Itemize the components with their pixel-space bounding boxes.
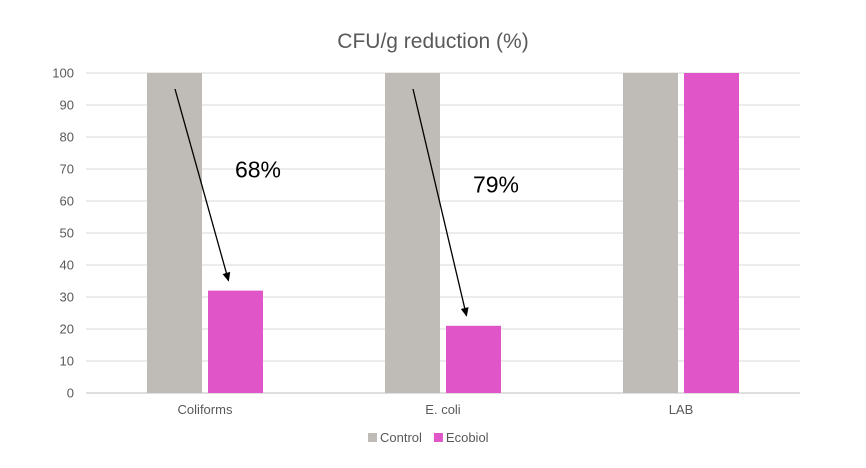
y-tick-label: 0 [67, 386, 74, 401]
bar-ecobiol-lab [684, 73, 739, 393]
y-axis-ticks: 0 10 20 30 40 50 60 70 80 90 100 [52, 66, 74, 401]
gridlines [86, 72, 800, 394]
annotation-label: 68% [235, 156, 281, 182]
y-tick-label: 50 [60, 226, 74, 241]
annotation-label: 79% [473, 171, 519, 197]
y-tick-label: 10 [60, 354, 74, 369]
annotation-arrow [412, 88, 469, 317]
y-tick-label: 100 [52, 66, 74, 81]
bar-control-e-coli [385, 73, 440, 393]
y-tick-label: 90 [60, 98, 74, 113]
bar-control-lab [623, 73, 678, 393]
x-axis-ticks: Coliforms E. coli LAB [178, 402, 694, 417]
legend-swatch-ecobiol [433, 433, 443, 442]
y-tick-label: 70 [60, 162, 74, 177]
y-tick-label: 60 [60, 194, 74, 209]
chart-title: CFU/g reduction (%) [337, 30, 528, 53]
x-tick-label: Coliforms [178, 402, 233, 417]
y-tick-label: 20 [60, 322, 74, 337]
y-tick-label: 30 [60, 290, 74, 305]
annotation-arrow [174, 88, 231, 282]
bars [147, 73, 739, 393]
legend: Control Ecobiol [368, 430, 489, 445]
legend-label-ecobiol: Ecobiol [446, 430, 489, 445]
x-tick-label: E. coli [425, 402, 461, 417]
legend-swatch-control [368, 433, 377, 442]
annotations: 68% 79% [174, 88, 519, 317]
bar-control-coliforms [147, 73, 202, 393]
bar-ecobiol-coliforms [208, 290, 263, 393]
bar-ecobiol-e-coli [446, 325, 501, 393]
x-tick-label: LAB [669, 402, 694, 417]
legend-label-control: Control [380, 430, 422, 445]
y-tick-label: 40 [60, 258, 74, 273]
y-tick-label: 80 [60, 130, 74, 145]
